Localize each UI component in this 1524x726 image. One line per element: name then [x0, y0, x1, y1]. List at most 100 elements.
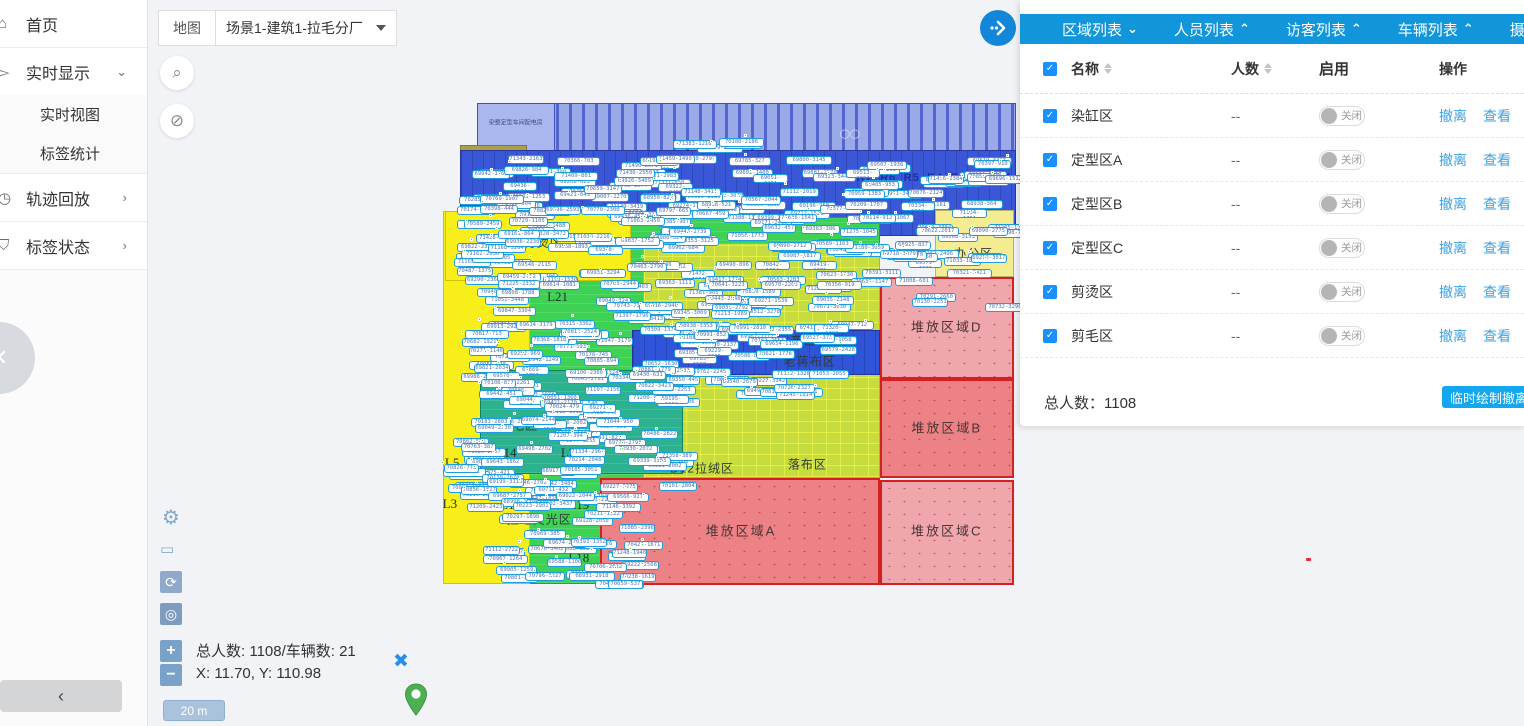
personnel-tag[interactable]: 68925-837 — [895, 240, 931, 250]
personnel-tag[interactable]: 69199-3115 — [487, 477, 525, 487]
personnel-tag[interactable]: 70817-713 — [464, 329, 509, 339]
sidebar-item-track-playback[interactable]: ◷ 轨迹回放 › — [0, 174, 147, 221]
personnel-tag[interactable]: 69383-386 — [801, 224, 840, 234]
view-link[interactable]: 查看 — [1483, 283, 1511, 300]
personnel-tag[interactable]: 70769-1907 — [480, 195, 524, 205]
personnel-tag[interactable]: 69931-3294 — [580, 269, 627, 279]
sidebar-item-tag-status[interactable]: ⛉ 标签状态 › — [0, 222, 147, 269]
personnel-tag[interactable]: 69936-2230 — [504, 238, 541, 248]
personnel-tag[interactable]: 69049-2730 — [475, 424, 514, 434]
personnel-tag[interactable]: 70356-919 — [817, 280, 862, 290]
personnel-tag[interactable]: 71192-1326 — [772, 369, 815, 379]
sidebar-item-realtime-view[interactable]: 实时视图 — [0, 95, 147, 134]
personnel-tag[interactable]: 70368-1818 — [530, 336, 569, 346]
personnel-tag[interactable]: 70114-912 — [858, 213, 897, 223]
personnel-tag[interactable]: 70856-1827 — [461, 486, 498, 496]
sidebar-close-badge[interactable]: ✕ — [0, 322, 35, 394]
personnel-tag[interactable]: 69345-3009 — [670, 309, 710, 319]
personnel-tag[interactable]: 69007-2270 — [590, 193, 630, 203]
personnel-tag[interactable]: 69837-1752 — [615, 237, 660, 247]
panel-tab-2[interactable]: 访客列表 ⌃ — [1285, 21, 1362, 39]
personnel-tag[interactable]: 70130-2251 — [912, 298, 949, 308]
personnel-tag[interactable]: 71320-1381 — [814, 324, 850, 334]
personnel-tag[interactable]: 70209-1707 — [845, 200, 888, 210]
enable-toggle[interactable]: 关闭 — [1319, 237, 1365, 258]
personnel-tag[interactable]: 70641-3223 — [708, 281, 748, 291]
personnel-tag[interactable]: 69905-1259 — [496, 565, 538, 575]
sync-disabled-icon[interactable]: ⊘ — [160, 104, 194, 138]
personnel-tag[interactable]: 70567-2044 — [741, 196, 782, 206]
personnel-tag[interactable]: 71209-2423 — [467, 502, 505, 512]
personnel-tag[interactable]: 71044-950 — [596, 417, 640, 427]
personnel-tag[interactable]: 69785-327 — [728, 156, 771, 166]
row-checkbox[interactable]: ✓ — [1043, 284, 1057, 299]
evacuate-link[interactable]: 撤离 — [1439, 195, 1467, 212]
personnel-tag[interactable]: 71063-2450 — [621, 216, 666, 226]
personnel-tag[interactable]: 71112-2019 — [779, 188, 819, 198]
personnel-tag[interactable]: 71008-601 — [894, 277, 934, 287]
personnel-tag[interactable]: 69718-3379 — [880, 250, 919, 260]
personnel-tag[interactable]: 71430-2550 — [616, 169, 656, 179]
personnel-tag[interactable]: 69847-3304 — [492, 306, 537, 316]
personnel-tag[interactable]: 69800-3145 — [786, 155, 833, 165]
zoom-out-button[interactable]: − — [160, 664, 182, 686]
search-icon[interactable]: ⌕ — [160, 56, 194, 90]
personnel-tag[interactable]: 71107-2156 — [585, 385, 622, 395]
enable-toggle[interactable]: 关闭 — [1319, 193, 1365, 214]
personnel-tag[interactable]: 70297-1898 — [501, 512, 544, 522]
location-pin-icon[interactable] — [404, 683, 428, 722]
personnel-tag[interactable]: 69821-2034 — [473, 364, 510, 374]
personnel-tag[interactable]: 68950-822 — [640, 194, 677, 204]
personnel-tag[interactable]: 69614-1081 — [539, 281, 580, 291]
personnel-tag[interactable]: 70397-910 — [974, 160, 1012, 170]
locate-icon[interactable]: ◎ — [160, 603, 182, 625]
personnel-tag[interactable]: 71053-2055 — [809, 370, 849, 380]
personnel-tag[interactable]: 69212-3017 — [970, 253, 1007, 263]
personnel-tag[interactable]: 70443-2948 — [705, 294, 743, 304]
personnel-tag[interactable]: 69339-3303 — [628, 456, 672, 466]
enable-toggle[interactable]: 关闭 — [1319, 325, 1365, 346]
personnel-tag[interactable]: 69074-2144 — [520, 415, 557, 425]
personnel-tag[interactable]: 70393-1352 — [571, 537, 608, 547]
scene-select[interactable]: 场景1-建筑1-拉毛分厂 — [216, 10, 397, 46]
personnel-tag[interactable]: 70366-703 — [557, 156, 601, 166]
personnel-tag[interactable]: 69350-445 — [666, 375, 701, 385]
personnel-tag[interactable]: 69808-1788 — [496, 288, 540, 298]
personnel-tag[interactable]: 70214-2048 — [564, 456, 606, 466]
personnel-tag[interactable]: 70223-2901 — [513, 502, 551, 512]
personnel-tag[interactable]: 70760-2944 — [600, 280, 639, 290]
personnel-tag[interactable]: 71459-1490 — [655, 155, 695, 165]
personnel-tag[interactable]: 71213-1989 — [710, 310, 751, 320]
personnel-tag[interactable]: 69421-645 — [554, 190, 596, 200]
personnel-tag[interactable]: 71472-1084 — [681, 269, 716, 279]
sort-icon[interactable] — [1264, 63, 1272, 74]
personnel-tag[interactable]: 69227-3275 — [599, 482, 639, 492]
personnel-tag[interactable]: 70822-3423 — [635, 382, 674, 392]
personnel-tag[interactable]: 70959-1383 — [844, 189, 885, 199]
personnel-tag[interactable]: 71409-801 — [553, 171, 599, 181]
row-checkbox[interactable]: ✓ — [1043, 196, 1057, 211]
personnel-tag[interactable]: 71383-1216 — [672, 139, 717, 149]
personnel-tag[interactable]: 70622-2017 — [916, 226, 960, 236]
personnel-tag[interactable]: 71085-2396 — [619, 524, 656, 534]
personnel-tag[interactable]: 70969-385 — [523, 529, 566, 539]
personnel-tag[interactable]: 70101-2804 — [659, 482, 698, 492]
sort-icon[interactable] — [1104, 63, 1112, 74]
temp-draw-evacuate-button[interactable]: 临时绘制撤离 — [1441, 386, 1524, 408]
personnel-tag[interactable]: 69100-2360 — [565, 369, 608, 379]
personnel-tag[interactable]: 70826-773 — [444, 464, 479, 474]
personnel-tag[interactable]: 71275-1045 — [840, 227, 879, 237]
refresh-icon[interactable]: ⟳ — [160, 571, 182, 593]
enable-toggle[interactable]: 关闭 — [1319, 281, 1365, 302]
personnel-tag[interactable]: 69987-1817 — [778, 251, 822, 261]
personnel-tag[interactable]: 69396-2593 — [544, 205, 581, 215]
personnel-tag[interactable]: 71456-2384 — [928, 175, 964, 185]
personnel-tag[interactable]: 70621-1778 — [755, 350, 795, 360]
select-all-checkbox[interactable]: ✓ — [1043, 61, 1057, 76]
personnel-tag[interactable]: 69271-1863 — [582, 403, 617, 413]
personnel-tag[interactable]: 70589-1163 — [810, 239, 854, 249]
personnel-tag[interactable]: 69221-1539 — [748, 297, 794, 307]
personnel-tag[interactable]: 70636-1541 — [778, 213, 817, 223]
personnel-tag[interactable]: 70729-1105 — [508, 217, 548, 227]
